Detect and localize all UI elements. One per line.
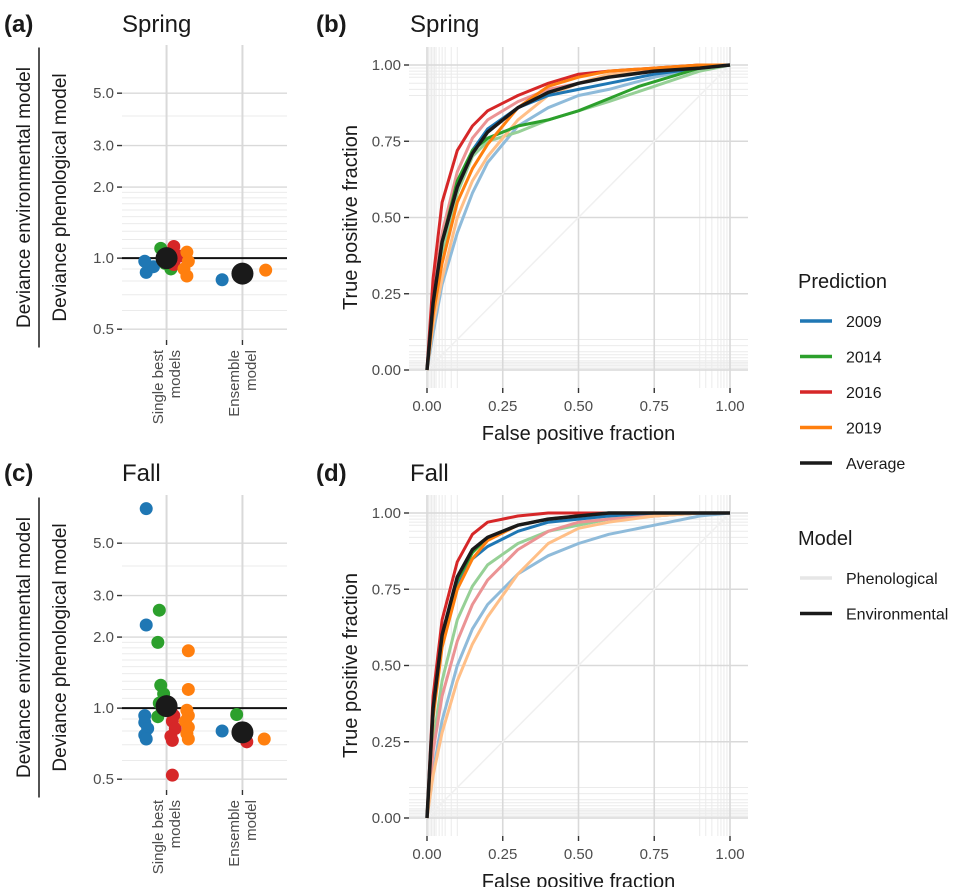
y-tick-label: 0.00 bbox=[372, 362, 401, 379]
x-tick-label: 0.00 bbox=[412, 398, 441, 415]
data-point-average bbox=[231, 262, 254, 285]
legend-label: Environmental bbox=[846, 607, 948, 624]
y-tick-label: 0.50 bbox=[372, 210, 401, 227]
y-tick-label: 1.0 bbox=[93, 250, 114, 267]
y-axis-label-numerator: Deviance environmental model bbox=[14, 67, 35, 328]
x-tick-label: 0.75 bbox=[640, 846, 669, 863]
y-tick-label: 0.75 bbox=[372, 581, 401, 598]
y-axis-label-denominator: Deviance phenological model bbox=[50, 73, 71, 321]
x-tick-label: Single best bbox=[150, 799, 167, 874]
x-tick-label: models bbox=[167, 350, 184, 398]
y-tick-label: 1.00 bbox=[372, 505, 401, 522]
data-point-2009 bbox=[215, 724, 229, 738]
x-tick-label: 0.25 bbox=[488, 846, 517, 863]
data-point-2009 bbox=[139, 732, 153, 746]
panel-tag: (b) bbox=[316, 11, 347, 38]
x-tick-label: 0.00 bbox=[412, 846, 441, 863]
legend-label: Phenological bbox=[846, 571, 938, 588]
data-point-2014 bbox=[152, 603, 166, 617]
x-axis-label: False positive fraction bbox=[482, 871, 675, 887]
roc-curve-2019-phenological bbox=[425, 511, 730, 819]
data-point-2009 bbox=[139, 618, 153, 632]
data-point-2009 bbox=[138, 254, 152, 268]
y-tick-label: 2.0 bbox=[93, 179, 114, 196]
panel-a: 0.5 1.0 2.0 3.0 5.0 Single best models Ensemble… bbox=[4, 11, 287, 424]
x-tick-label: 0.50 bbox=[564, 846, 593, 863]
y-tick-label: 0.50 bbox=[372, 658, 401, 675]
y-axis-label-denominator: Deviance phenological model bbox=[50, 523, 71, 771]
y-axis-label: True positive fraction bbox=[340, 573, 362, 758]
panel-title: Spring bbox=[410, 11, 479, 38]
legend-label: 2014 bbox=[846, 350, 882, 367]
legend-label: 2009 bbox=[846, 314, 882, 331]
x-tick-label: Single best bbox=[150, 349, 167, 424]
y-tick-label: 0.75 bbox=[372, 133, 401, 150]
panel-tag: (d) bbox=[316, 460, 347, 487]
x-tick-label: Ensemble bbox=[226, 350, 243, 417]
data-point-2009 bbox=[139, 502, 153, 516]
data-point-2014 bbox=[151, 635, 165, 649]
x-tick-label: 0.25 bbox=[488, 398, 517, 415]
y-tick-label: 3.0 bbox=[93, 138, 114, 155]
roc-curve-average-environmental bbox=[425, 63, 731, 371]
data-point-2019 bbox=[257, 732, 271, 746]
x-tick-label: model bbox=[243, 350, 260, 391]
diagonal-reference bbox=[426, 64, 731, 371]
data-point-2019 bbox=[181, 682, 195, 696]
data-point-2014 bbox=[230, 707, 244, 721]
data-point-2016 bbox=[165, 768, 179, 782]
legend-prediction-title: Prediction bbox=[798, 271, 887, 293]
x-tick-label: 0.75 bbox=[640, 398, 669, 415]
panel-tag: (c) bbox=[4, 460, 33, 487]
x-tick-label: 0.50 bbox=[564, 398, 593, 415]
y-tick-label: 2.0 bbox=[93, 629, 114, 646]
panel-b: 0.00 0.25 0.50 0.75 1.00 0.00 0.25 0.50 0.75 1.00… bbox=[316, 11, 748, 445]
y-tick-label: 0.5 bbox=[93, 321, 114, 338]
x-tick-label: models bbox=[167, 800, 184, 848]
legend: Prediction 2009 2014 2016 2019 Average Model… bbox=[798, 271, 948, 624]
y-tick-label: 1.0 bbox=[93, 700, 114, 717]
data-point-2016 bbox=[165, 733, 179, 747]
data-point-2009 bbox=[215, 273, 229, 287]
y-tick-label: 1.00 bbox=[372, 57, 401, 74]
data-point-average bbox=[155, 247, 178, 270]
legend-label: Average bbox=[846, 456, 905, 473]
y-axis-label-numerator: Deviance environmental model bbox=[14, 517, 35, 778]
x-tick-label: 1.00 bbox=[715, 398, 744, 415]
panel-d: 0.00 0.25 0.50 0.75 1.00 0.00 0.25 0.50 0.75 1.00… bbox=[316, 460, 748, 887]
y-axis-label: True positive fraction bbox=[340, 125, 362, 310]
legend-model-title: Model bbox=[798, 528, 852, 550]
y-tick-label: 0.00 bbox=[372, 810, 401, 827]
legend-label: 2019 bbox=[846, 421, 882, 438]
data-point-2019 bbox=[181, 732, 195, 746]
data-point-2019 bbox=[180, 269, 194, 283]
y-tick-label: 0.25 bbox=[372, 734, 401, 751]
panel-title: Spring bbox=[122, 11, 191, 38]
roc-curve-average-environmental bbox=[425, 511, 730, 819]
y-tick-label: 5.0 bbox=[93, 535, 114, 552]
panel-tag: (a) bbox=[4, 11, 33, 38]
y-tick-label: 3.0 bbox=[93, 588, 114, 605]
y-tick-label: 0.5 bbox=[93, 771, 114, 788]
data-point-average bbox=[155, 695, 178, 718]
x-tick-label: Ensemble bbox=[226, 800, 243, 867]
data-point-2019 bbox=[259, 263, 273, 277]
panel-title: Fall bbox=[122, 460, 161, 487]
x-axis-label: False positive fraction bbox=[482, 423, 675, 445]
diagonal-reference bbox=[426, 512, 731, 819]
roc-curve-2014-phenological bbox=[425, 63, 731, 371]
data-point-2019 bbox=[181, 644, 195, 658]
x-tick-label: model bbox=[243, 800, 260, 841]
y-tick-label: 5.0 bbox=[93, 85, 114, 102]
panel-c: 0.5 1.0 2.0 3.0 5.0 Single best models Ensemble… bbox=[4, 460, 287, 874]
data-point-average bbox=[231, 721, 254, 744]
panel-title: Fall bbox=[410, 460, 449, 487]
legend-label: 2016 bbox=[846, 385, 882, 402]
y-tick-label: 0.25 bbox=[372, 286, 401, 303]
x-tick-label: 1.00 bbox=[715, 846, 744, 863]
